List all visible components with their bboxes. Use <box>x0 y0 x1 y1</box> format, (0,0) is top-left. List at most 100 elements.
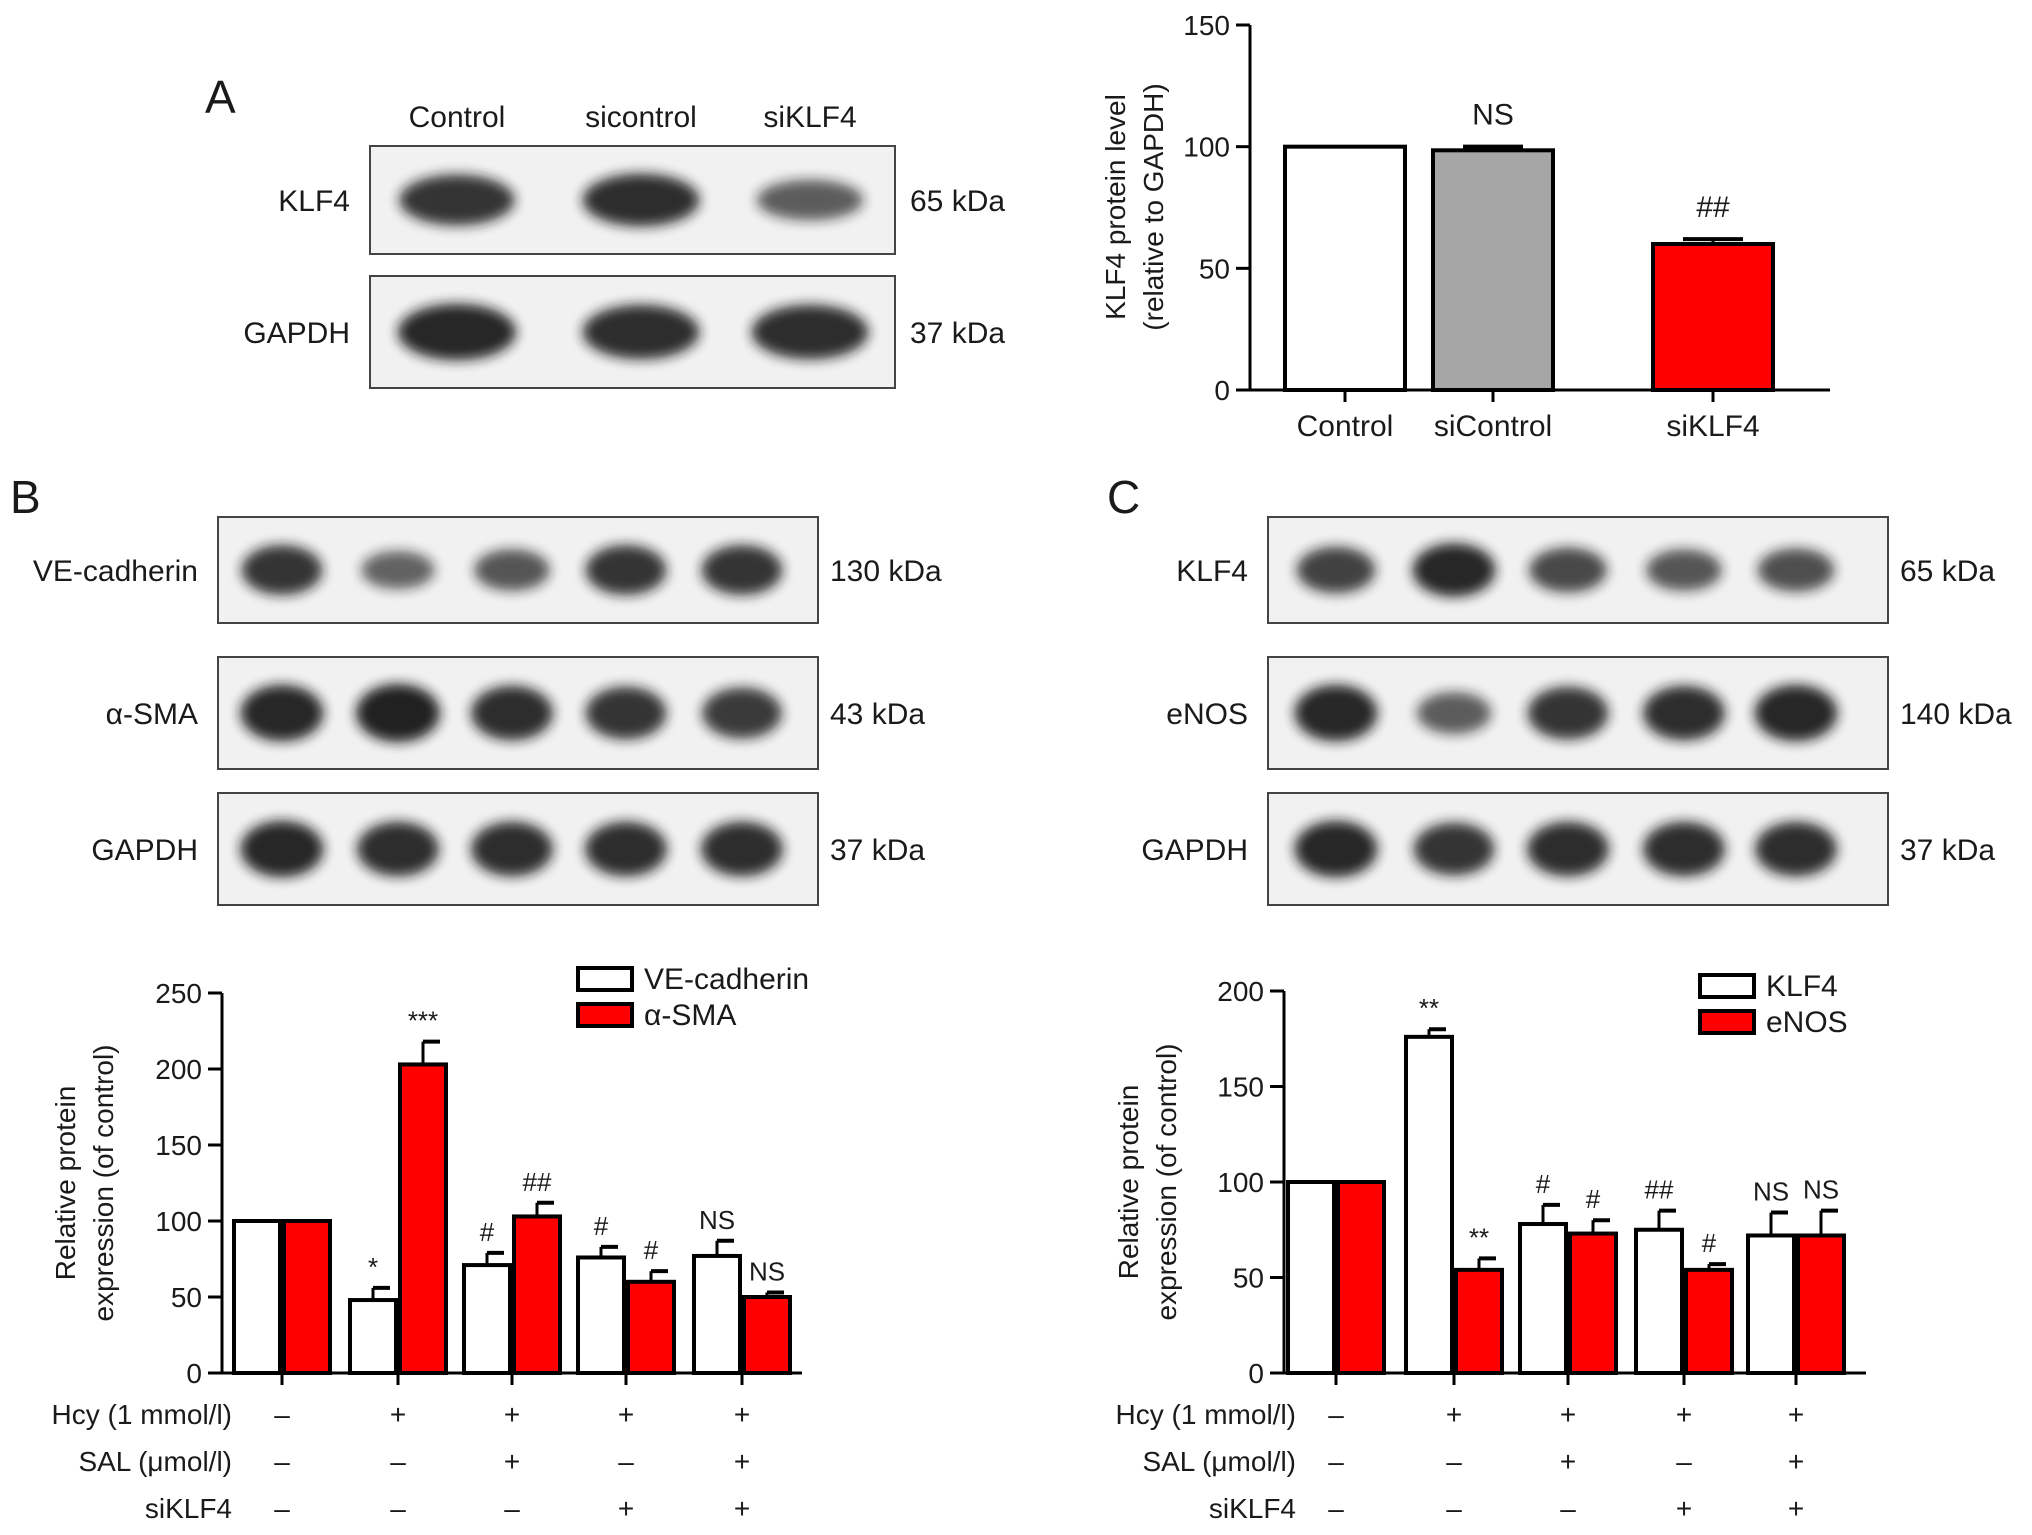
condition-value: – <box>274 1399 290 1430</box>
condition-value: – <box>1328 1493 1344 1524</box>
blot-ve-cadherin <box>217 516 819 624</box>
panel-b: B VE-cadherin 130 kDa α-SMA 43 kDa GAPDH 37 kD… <box>10 471 942 1524</box>
y-tick-label: 150 <box>1183 10 1230 41</box>
significance-label: ** <box>1419 993 1439 1023</box>
mw-label: 43 kDa <box>830 698 925 731</box>
blot-band <box>1643 685 1725 741</box>
condition-value: + <box>734 1493 750 1524</box>
blot-klf4 <box>369 145 896 255</box>
blot-band <box>1646 549 1722 591</box>
protein-label: KLF4 <box>1176 555 1248 588</box>
blot-band <box>756 179 864 221</box>
y-axis-label: Relative protein expression (of control) <box>50 1044 119 1321</box>
significance-label: ## <box>1645 1175 1674 1205</box>
x-tick-label: Control <box>1297 410 1394 443</box>
mw-label: 65 kDa <box>910 185 1005 218</box>
bar-ve-cadherin <box>462 1263 512 1375</box>
blot-band <box>1527 686 1609 740</box>
significance-label: NS <box>749 1256 785 1286</box>
condition-value: + <box>1560 1446 1576 1477</box>
significance-label: NS <box>1472 99 1514 132</box>
condition-value: – <box>390 1493 406 1524</box>
lane-label: Control <box>409 101 506 134</box>
mw-label: 65 kDa <box>1900 555 1995 588</box>
y-axis-label-line: KLF4 protein level <box>1100 94 1131 320</box>
condition-value: – <box>390 1446 406 1477</box>
condition-value: – <box>1446 1493 1462 1524</box>
y-tick-label: 50 <box>1199 253 1230 284</box>
y-tick-label: 100 <box>1217 1167 1264 1198</box>
legend-label: KLF4 <box>1766 970 1838 1003</box>
condition-value: + <box>734 1399 750 1430</box>
condition-label: Hcy (1 mmol/l) <box>52 1399 232 1430</box>
blot-band <box>1527 821 1609 877</box>
condition-value: + <box>618 1493 634 1524</box>
bar-enos <box>1568 1231 1618 1375</box>
condition-value: + <box>1676 1493 1692 1524</box>
mw-label: 130 kDa <box>830 555 942 588</box>
bar--sma <box>512 1214 562 1375</box>
mw-label: 37 kDa <box>830 834 925 867</box>
y-tick-label: 50 <box>1233 1263 1264 1294</box>
panel-label: C <box>1107 471 1140 523</box>
blot-band <box>585 821 667 877</box>
significance-label: NS <box>699 1205 735 1235</box>
bar--sma <box>626 1279 676 1376</box>
blot-band <box>471 821 553 877</box>
blot-band <box>356 683 440 743</box>
condition-value: + <box>1446 1399 1462 1430</box>
panel-a: A Control sicontrol siKLF4 KLF4 65 kDa GAPDH 37… <box>205 10 1830 443</box>
blot-band <box>701 821 783 877</box>
condition-value: – <box>1328 1399 1344 1430</box>
y-tick-label: 0 <box>1214 375 1230 406</box>
y-axis-label: KLF4 protein level (relative to GAPDH) <box>1100 83 1169 330</box>
condition-label: Hcy (1 mmol/l) <box>1116 1399 1296 1430</box>
condition-value: + <box>734 1446 750 1477</box>
bar-klf4 <box>1286 1180 1336 1375</box>
legend-label: VE-cadherin <box>644 963 809 996</box>
significance-label: ** <box>1469 1222 1489 1252</box>
significance-label: # <box>1536 1169 1551 1199</box>
y-tick-label: 100 <box>155 1206 202 1237</box>
y-tick-label: 100 <box>1183 132 1230 163</box>
y-axis-label-line: Relative protein <box>50 1086 81 1281</box>
protein-label: VE-cadherin <box>33 555 198 588</box>
bar-enos <box>1796 1233 1846 1375</box>
lane-label: sicontrol <box>585 101 697 134</box>
condition-label: SAL (μmol/l) <box>78 1446 232 1477</box>
bar-klf4 <box>1518 1222 1568 1376</box>
blot-band <box>1754 684 1838 742</box>
condition-label: siKLF4 <box>145 1493 232 1524</box>
condition-value: – <box>504 1493 520 1524</box>
bar-sicontrol <box>1431 148 1555 392</box>
bar-klf4 <box>1404 1034 1454 1375</box>
significance-label: *** <box>408 1006 438 1036</box>
y-tick-label: 150 <box>1217 1072 1264 1103</box>
y-tick-label: 150 <box>155 1130 202 1161</box>
panel-label: A <box>205 71 236 123</box>
significance-label: # <box>594 1211 609 1241</box>
blot-band <box>585 686 667 740</box>
mw-label: 37 kDa <box>1900 834 1995 867</box>
blot-band <box>357 821 439 877</box>
blot-band <box>1529 547 1607 593</box>
bar-enos <box>1684 1267 1734 1375</box>
y-tick-label: 50 <box>171 1282 202 1313</box>
y-tick-label: 0 <box>1248 1358 1264 1389</box>
significance-label: # <box>480 1217 495 1247</box>
blot-band <box>1413 822 1495 876</box>
bar-ve-cadherin <box>576 1255 626 1375</box>
bar-control <box>1283 144 1407 392</box>
y-axis-label-line: (relative to GAPDH) <box>1138 83 1169 330</box>
protein-label: GAPDH <box>243 317 350 350</box>
legend-label: α-SMA <box>644 999 736 1032</box>
condition-value: + <box>1788 1399 1804 1430</box>
x-tick-label: siKLF4 <box>1666 410 1759 443</box>
blot-band <box>1757 548 1835 592</box>
condition-value: – <box>1328 1446 1344 1477</box>
y-tick-label: 0 <box>186 1358 202 1389</box>
condition-value: + <box>390 1399 406 1430</box>
condition-value: + <box>1788 1493 1804 1524</box>
blot-band <box>1643 821 1725 877</box>
y-axis-label-line: expression (of control) <box>1151 1043 1182 1320</box>
